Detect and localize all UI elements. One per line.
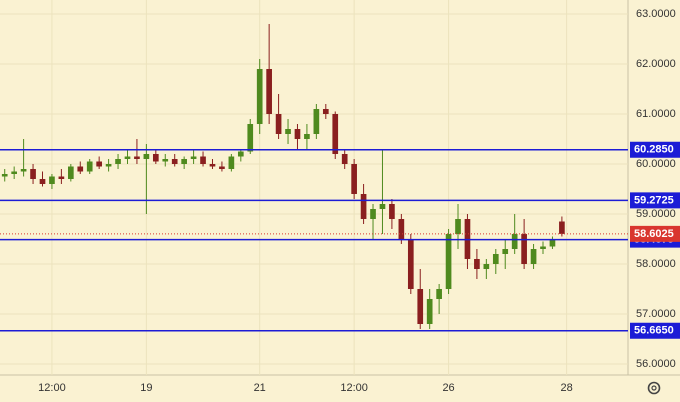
x-tick-label: 12:00	[38, 382, 66, 394]
candle-body	[77, 166, 84, 172]
candle-body	[341, 154, 348, 164]
candle-body	[190, 156, 197, 159]
candle-body	[351, 164, 357, 194]
candle-body	[511, 234, 518, 249]
candle-body	[530, 249, 537, 264]
candle-body	[58, 176, 65, 179]
candle-body	[228, 156, 235, 169]
y-tick-label: 57.0000	[636, 308, 676, 320]
candle-body	[171, 159, 178, 164]
candle-body	[30, 169, 36, 179]
candle-body	[436, 289, 442, 299]
y-tick-label: 62.0000	[636, 58, 676, 70]
candle-body	[521, 234, 527, 264]
candle-body	[502, 249, 509, 254]
candle-body	[389, 204, 395, 219]
candle-body	[200, 156, 206, 164]
candle-body	[1, 174, 8, 177]
candle-body	[96, 161, 102, 167]
level-label-box	[630, 322, 680, 339]
candle-body	[20, 169, 27, 172]
candle-body	[559, 221, 565, 234]
level-label: 56.6650	[634, 325, 674, 337]
candle-body	[322, 109, 329, 114]
y-tick-label: 56.0000	[636, 358, 676, 370]
level-label: 59.2725	[634, 194, 674, 206]
y-tick-label: 63.0000	[636, 8, 676, 20]
candle-body	[549, 239, 556, 247]
candle-body	[86, 161, 93, 172]
candle-body	[379, 204, 386, 209]
candle-body	[152, 154, 159, 162]
candle-body	[332, 114, 339, 154]
x-tick-label: 21	[254, 382, 266, 394]
candle-body	[455, 219, 461, 234]
y-tick-label: 60.0000	[636, 158, 676, 170]
settings-icon[interactable]	[647, 381, 661, 395]
candle-body	[445, 234, 452, 289]
candle-body	[426, 299, 433, 324]
candle-body	[237, 151, 244, 157]
candle-body	[266, 69, 272, 114]
candle-body	[304, 134, 310, 139]
last-price-box	[630, 225, 680, 242]
level-label-box	[630, 192, 680, 209]
x-tick-label: 28	[560, 382, 572, 394]
candle-body	[256, 69, 263, 124]
candle-body	[398, 219, 405, 239]
candle-body	[39, 179, 46, 184]
candle-body	[115, 159, 121, 164]
candle-body	[143, 154, 150, 159]
candle-body	[11, 171, 17, 174]
y-tick-label: 59.0000	[636, 208, 676, 220]
candle-body	[49, 176, 55, 184]
y-tick-label: 61.0000	[636, 108, 676, 120]
level-label: 60.2850	[634, 144, 674, 156]
candle-body	[162, 159, 169, 162]
candle-body	[285, 129, 291, 134]
candle-body	[219, 166, 225, 169]
candle-body	[134, 156, 140, 159]
x-tick-label: 12:00	[340, 382, 368, 394]
candle-body	[360, 194, 367, 219]
y-tick-label: 58.0000	[636, 258, 676, 270]
candle-body	[483, 264, 490, 269]
candle-body	[247, 124, 254, 152]
level-label-box	[630, 141, 680, 158]
candle-body	[209, 164, 216, 167]
x-tick-label: 26	[442, 382, 454, 394]
candle-body	[417, 289, 424, 324]
candle-body	[492, 254, 499, 264]
candle-body	[313, 109, 320, 134]
x-tick-label: 19	[140, 382, 152, 394]
candle-body	[181, 159, 187, 164]
candle-body	[540, 246, 546, 249]
candle-body	[294, 129, 301, 139]
last-price-label: 58.6025	[634, 228, 674, 240]
candle-body	[124, 156, 131, 159]
candle-body	[275, 114, 282, 134]
candle-body	[105, 164, 112, 167]
candle-body	[370, 209, 376, 219]
candle-body	[67, 166, 74, 179]
candle-body	[407, 239, 414, 289]
candle-body	[474, 259, 480, 269]
